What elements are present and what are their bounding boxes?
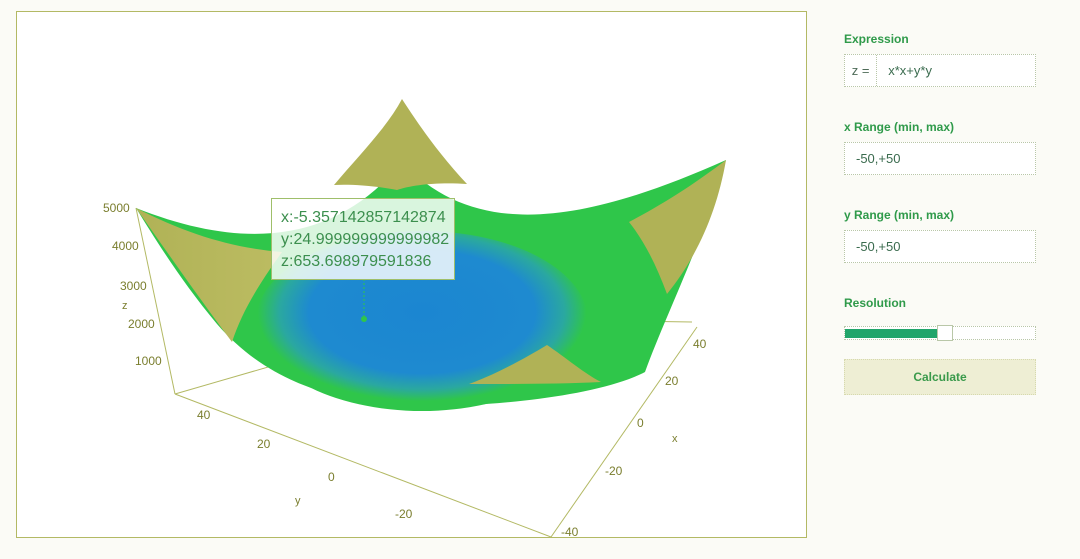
y-range-field[interactable]: [844, 230, 1036, 263]
y-tick-label: -20: [395, 507, 413, 521]
expression-field[interactable]: z =: [844, 54, 1036, 87]
z-tick-label: 1000: [135, 354, 162, 368]
y-tick-label: 0: [328, 470, 335, 484]
resolution-label: Resolution: [844, 296, 906, 310]
z-tick-label: 5000: [103, 201, 130, 215]
y-tick-label: 40: [197, 408, 211, 422]
surface-mesh: [136, 99, 726, 411]
x-tick-label: 20: [665, 374, 679, 388]
x-tick-label: 0: [637, 416, 644, 430]
controls-panel: Expression z = x Range (min, max) y Rang…: [844, 30, 1036, 395]
resolution-slider-thumb[interactable]: [937, 325, 953, 341]
tooltip-y: y:24.999999999999982: [281, 231, 450, 248]
hover-point-marker: [361, 316, 367, 322]
tooltip-z: z:653.698979591836: [281, 253, 432, 270]
expression-input[interactable]: [877, 62, 1035, 79]
resolution-slider[interactable]: [844, 325, 1036, 341]
x-axis-ticks: 40 20 0 -20 -40 x: [561, 337, 707, 537]
z-tick-label: 4000: [112, 239, 139, 253]
x-range-label: x Range (min, max): [844, 120, 955, 134]
expression-label: Expression: [844, 32, 909, 46]
y-tick-label: 20: [257, 437, 271, 451]
x-range-input[interactable]: [845, 150, 1035, 167]
x-axis-title: x: [672, 433, 678, 445]
hover-tooltip: x:-5.357142857142874 y:24.99999999999998…: [271, 198, 455, 280]
y-axis-title: y: [295, 495, 301, 507]
x-tick-label: -20: [605, 464, 623, 478]
y-range-label: y Range (min, max): [844, 208, 955, 222]
resolution-slider-fill: [845, 329, 937, 338]
y-axis-ticks: 40 20 0 -20 y: [197, 408, 413, 521]
z-tick-label: 3000: [120, 279, 147, 293]
x-tick-label: 40: [693, 337, 707, 351]
z-axis-title: z: [122, 300, 128, 312]
surface-plot[interactable]: 5000 4000 3000 2000 1000 z 40 20 0 -20 y…: [17, 12, 806, 537]
tooltip-x: x:-5.357142857142874: [281, 209, 446, 226]
x-range-field[interactable]: [844, 142, 1036, 175]
z-axis-ticks: 5000 4000 3000 2000 1000 z: [103, 201, 162, 368]
y-range-input[interactable]: [845, 238, 1035, 255]
z-tick-label: 2000: [128, 317, 155, 331]
surface-plot-panel[interactable]: 5000 4000 3000 2000 1000 z 40 20 0 -20 y…: [16, 11, 807, 538]
expression-prefix: z =: [845, 55, 878, 86]
calculate-button[interactable]: Calculate: [844, 359, 1036, 395]
x-tick-label: -40: [561, 525, 579, 537]
